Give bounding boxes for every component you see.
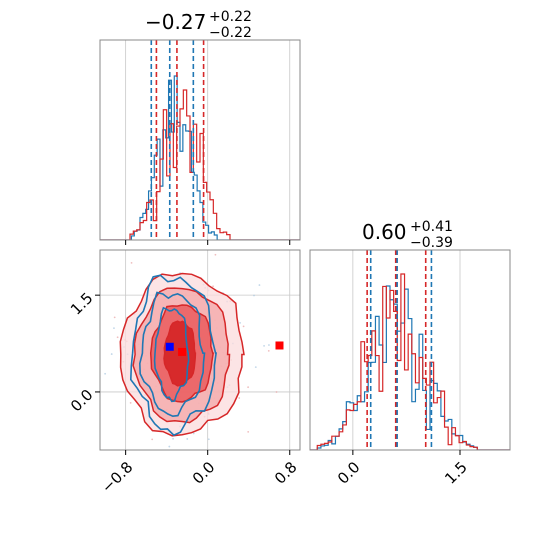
joint-x-tick-label-1: 0.0: [189, 458, 219, 488]
joint-y-tick-label-1: 1.5: [67, 289, 97, 319]
joint-frame: [99, 249, 301, 451]
param1-title-value: −0.27: [145, 10, 206, 34]
sample-point-73: [258, 284, 261, 286]
param2-grid: [352, 250, 461, 450]
param2-hist-red: [310, 273, 510, 450]
sample-point-19: [192, 432, 195, 435]
param2-title-sup: +0.41: [410, 219, 453, 235]
sample-point-55: [247, 430, 250, 433]
param1-frame: [99, 39, 301, 241]
blue-contour-1: [138, 291, 206, 418]
sample-point-127: [113, 316, 116, 319]
sample-point-154: [214, 253, 217, 256]
joint-x-tick-labels: −0.8 0.0 0.8: [98, 458, 301, 496]
blue-contour-2: [129, 274, 218, 437]
sample-point-143: [207, 438, 210, 441]
param2-x-tick-label-0: 0.0: [334, 458, 364, 488]
sample-point-68: [129, 401, 132, 404]
blue-contour-0: [153, 306, 190, 403]
sample-point-34: [263, 344, 265, 347]
param2-title: 0.60: [362, 220, 407, 244]
truth-marker-0: [165, 342, 174, 351]
sample-point-133: [247, 386, 250, 389]
sample-point-206: [253, 294, 255, 297]
joint-y-tick-labels: 0.0 1.5: [67, 289, 97, 415]
sample-point-215: [110, 353, 113, 355]
joint-panel: −0.8 0.0 0.8 0.0 1.5: [67, 249, 301, 497]
sample-point-195: [116, 336, 119, 339]
sample-point-147: [104, 372, 107, 375]
param1-quantile-lines: [150, 40, 205, 240]
sample-point-166: [238, 397, 241, 399]
joint-ticks: [95, 294, 291, 455]
param2-quantile-lines: [366, 250, 433, 450]
param1-ticks: [125, 240, 291, 245]
param2-ticks: [352, 450, 461, 455]
sample-point-95: [275, 391, 278, 393]
sample-point-113: [268, 344, 270, 346]
param2-histogram-panel: 0.0 1.5: [309, 249, 511, 488]
param1-title-sup: +0.22: [209, 9, 252, 25]
joint-blue-contours: [129, 274, 218, 437]
param2-x-tick-label-1: 1.5: [441, 458, 471, 488]
truth-marker-2: [275, 341, 284, 350]
param1-hist-red: [100, 89, 300, 240]
param1-grid: [125, 40, 291, 240]
param1-title-sub: −0.22: [209, 25, 252, 41]
sample-point-131: [97, 280, 99, 282]
sample-point-116: [67, 311, 69, 313]
sample-point-23: [242, 325, 245, 328]
sample-point-66: [212, 285, 214, 288]
param2-x-tick-labels: 0.0 1.5: [334, 458, 471, 488]
joint-truth-markers: [165, 341, 284, 356]
joint-y-tick-label-0: 0.0: [67, 386, 97, 416]
param2-frame: [309, 249, 511, 451]
sample-point-39: [267, 350, 270, 352]
sample-point-7: [172, 437, 174, 440]
sample-point-118: [113, 327, 115, 330]
joint-x-tick-label-0: −0.8: [98, 458, 136, 496]
sample-point-59: [151, 438, 154, 441]
sample-point-184: [239, 321, 242, 324]
param1-title: −0.27: [145, 10, 206, 34]
sample-point-204: [168, 445, 171, 448]
joint-x-tick-label-2: 0.8: [271, 458, 301, 488]
param2-title-sub: −0.39: [410, 235, 453, 251]
truth-marker-1: [178, 347, 187, 356]
sample-point-124: [254, 366, 257, 369]
param2-title-value: 0.60: [362, 220, 407, 244]
param1-histogram-panel: [99, 39, 301, 245]
param2-hist-blue: [310, 285, 510, 450]
sample-point-71: [130, 261, 133, 264]
sample-point-157: [186, 438, 189, 440]
